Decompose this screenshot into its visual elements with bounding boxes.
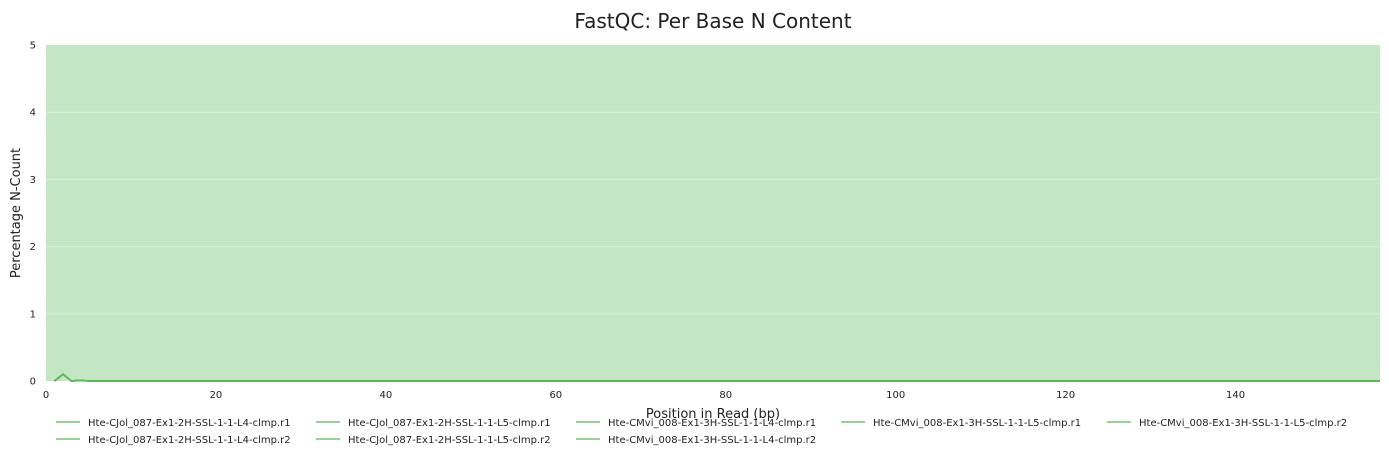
- series-line: [54, 373, 1380, 382]
- x-tick-label: 140: [1226, 390, 1245, 401]
- legend-label: Hte-CMvi_008-Ex1-3H-SSL-1-1-L4-clmp.r1: [608, 418, 816, 429]
- y-tick-label: 5: [30, 41, 36, 52]
- x-tick-label: 100: [886, 390, 905, 401]
- y-tick-label: 1: [30, 309, 36, 320]
- legend-item[interactable]: Hte-CMvi_008-Ex1-3H-SSL-1-1-L4-clmp.r2: [576, 435, 816, 446]
- plot-background: [46, 45, 1380, 381]
- legend-item[interactable]: Hte-CJol_087-Ex1-2H-SSL-1-1-L4-clmp.r1: [56, 418, 291, 429]
- legend-label: Hte-CJol_087-Ex1-2H-SSL-1-1-L5-clmp.r1: [348, 418, 551, 429]
- legend-label: Hte-CMvi_008-Ex1-3H-SSL-1-1-L5-clmp.r2: [1139, 418, 1347, 429]
- y-tick-label: 3: [30, 175, 36, 186]
- legend: Hte-CJol_087-Ex1-2H-SSL-1-1-L4-clmp.r1 Ht…: [56, 418, 1347, 446]
- y-tick-label: 4: [30, 108, 36, 119]
- y-axis-ticks: 0 1 2 3 4 5: [30, 41, 36, 388]
- x-tick-label: 40: [380, 390, 393, 401]
- x-tick-label: 60: [549, 390, 562, 401]
- legend-item[interactable]: Hte-CJol_087-Ex1-2H-SSL-1-1-L4-clmp.r2: [56, 435, 291, 446]
- chart-title: FastQC: Per Base N Content: [574, 9, 851, 33]
- x-axis-ticks: 0 20 40 60 80 100 120 140: [43, 390, 1245, 401]
- legend-item[interactable]: Hte-CJol_087-Ex1-2H-SSL-1-1-L5-clmp.r1: [316, 418, 551, 429]
- x-tick-label: 0: [43, 390, 49, 401]
- legend-item[interactable]: Hte-CMvi_008-Ex1-3H-SSL-1-1-L5-clmp.r2: [1107, 418, 1347, 429]
- x-axis-label: Position in Read (bp): [646, 407, 780, 422]
- y-axis-label: Percentage N-Count: [9, 148, 24, 278]
- x-tick-label: 80: [719, 390, 732, 401]
- x-tick-label: 20: [210, 390, 223, 401]
- legend-label: Hte-CMvi_008-Ex1-3H-SSL-1-1-L4-clmp.r2: [608, 435, 816, 446]
- legend-label: Hte-CJol_087-Ex1-2H-SSL-1-1-L5-clmp.r2: [348, 435, 551, 446]
- y-tick-label: 2: [30, 242, 36, 253]
- y-tick-label: 0: [30, 377, 36, 388]
- legend-item[interactable]: Hte-CMvi_008-Ex1-3H-SSL-1-1-L5-clmp.r1: [841, 418, 1081, 429]
- legend-label: Hte-CJol_087-Ex1-2H-SSL-1-1-L4-clmp.r2: [88, 435, 291, 446]
- legend-item[interactable]: Hte-CJol_087-Ex1-2H-SSL-1-1-L5-clmp.r2: [316, 435, 551, 446]
- legend-label: Hte-CJol_087-Ex1-2H-SSL-1-1-L4-clmp.r1: [88, 418, 291, 429]
- grid-lines: [46, 111, 1380, 315]
- x-tick-label: 120: [1056, 390, 1075, 401]
- legend-label: Hte-CMvi_008-Ex1-3H-SSL-1-1-L5-clmp.r1: [873, 418, 1081, 429]
- background-band: [46, 45, 1380, 381]
- legend-item[interactable]: Hte-CMvi_008-Ex1-3H-SSL-1-1-L4-clmp.r1: [576, 418, 816, 429]
- series-layer: [54, 373, 1380, 382]
